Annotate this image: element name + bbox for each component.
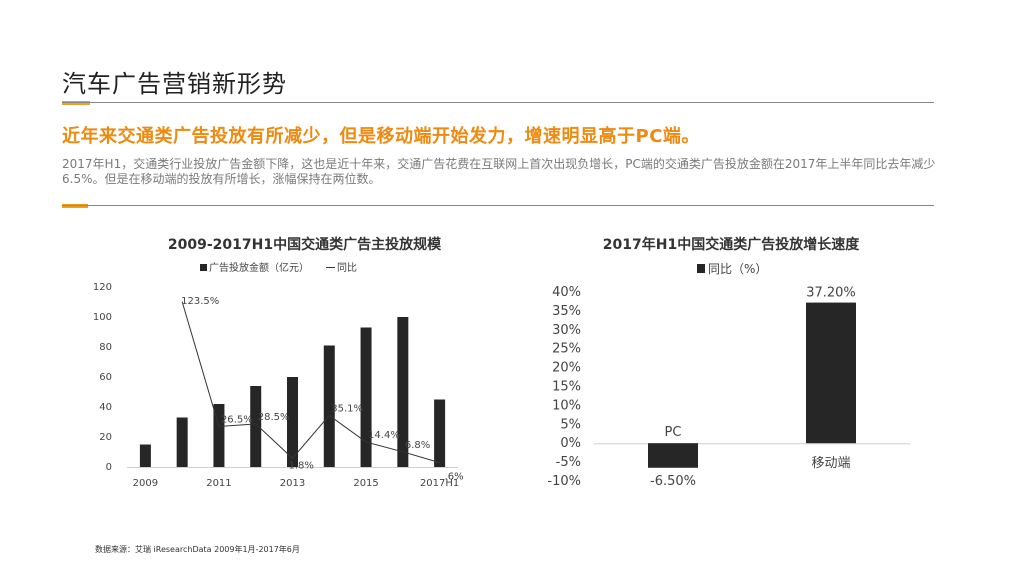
chart1-y-tick-label: 100	[93, 312, 112, 323]
chart2-y-tick-label: 30%	[552, 323, 581, 338]
page-title: 汽车广告营销新形势	[62, 70, 287, 98]
chart1-bar-2016	[397, 317, 409, 467]
paragraph-divider	[62, 205, 934, 206]
chart1-y-tick-label: 0	[106, 462, 112, 473]
chart1-legend-line-label: 同比	[337, 262, 357, 274]
chart1-growth-label-2012: 28.5%	[258, 412, 290, 423]
chart2-y-tick-label: 10%	[552, 398, 581, 413]
chart1-growth-label-2011: 26.5%	[221, 415, 253, 426]
chart2-category-label-PC: PC	[665, 425, 682, 440]
chart1-x-tick-label: 2015	[353, 478, 378, 489]
chart1-x-tick-label: 2017H1	[420, 478, 459, 489]
chart1-growth-label-2016: 6.8%	[405, 440, 430, 451]
chart1-bar-2010	[176, 417, 188, 467]
chart2-y-tick-label: 5%	[560, 417, 581, 432]
chart1-title: 2009-2017H1中国交通类广告主投放规模	[168, 236, 442, 253]
chart1-x-tick-label: 2009	[133, 478, 158, 489]
chart1-bar-2013	[287, 377, 298, 467]
chart2-category-label-移动端: 移动端	[811, 456, 850, 471]
chart1-x-tick-label: 2011	[206, 478, 231, 489]
chart2-bar-移动端	[806, 302, 856, 444]
chart1-bar-2012	[250, 386, 262, 467]
chart2-y-tick-label: -5%	[556, 455, 581, 470]
chart1-y-tick-label: 80	[99, 342, 112, 353]
chart2-value-label-移动端: 37.20%	[806, 286, 856, 301]
chart2-y-tick-label: 20%	[552, 361, 581, 376]
chart1-bar-2011	[213, 404, 225, 467]
chart1-bar-2009	[139, 444, 151, 467]
chart2-y-tick-label: 0%	[560, 436, 581, 451]
chart1-growth-label-2010: 123.5%	[181, 296, 219, 307]
chart1-growth-label-2017H1: .6%	[445, 472, 464, 483]
chart2-bar-PC	[648, 443, 698, 468]
title-accent-bar	[62, 101, 90, 105]
chart1-legend-bar-label: 广告投放金额（亿元）	[209, 261, 309, 274]
chart2-y-tick-label: 15%	[552, 380, 581, 395]
summary-paragraph: 2017年H1，交通类行业投放广告金额下降，这也是近十年来，交通广告花费在互联网…	[62, 157, 936, 186]
chart2-legend-swatch	[697, 264, 705, 273]
chart2-y-tick-label: 25%	[552, 342, 581, 357]
chart2-y-tick-label: -10%	[547, 474, 581, 489]
chart1-bar-2015	[360, 327, 372, 467]
chart1-y-tick-label: 120	[93, 282, 112, 293]
chart1-legend-bar-swatch	[200, 264, 207, 271]
chart1-growth-label-2015: 14.4%	[368, 430, 400, 441]
paragraph-accent-bar	[62, 204, 88, 208]
chart2-y-tick-label: 35%	[552, 304, 581, 319]
headline: 近年来交通类广告投放有所减少，但是移动端开始发力，增速明显高于PC端。	[62, 126, 700, 147]
chart1-y-tick-label: 60	[99, 372, 112, 383]
chart1-y-tick-label: 20	[99, 432, 112, 443]
chart1-growth-line	[181, 301, 440, 464]
chart1-bar-2017H1	[434, 399, 446, 467]
chart2-title: 2017年H1中国交通类广告投放增长速度	[603, 236, 860, 253]
data-source-note: 数据来源：艾瑞 iResearchData 2009年1月-2017年6月	[95, 545, 300, 554]
chart1-bar-2014	[323, 345, 335, 467]
chart1-growth-label-2014: 35.1%	[331, 403, 363, 414]
chart2-value-label-PC: -6.50%	[650, 474, 696, 489]
chart2-y-tick-label: 40%	[552, 285, 581, 300]
chart2-legend-label: 同比（%）	[708, 262, 767, 276]
chart1-y-tick-label: 40	[99, 402, 112, 413]
chart1-x-tick-label: 2013	[280, 478, 305, 489]
chart1-growth-label-2013: 1.8%	[289, 460, 314, 471]
title-divider	[62, 102, 934, 103]
